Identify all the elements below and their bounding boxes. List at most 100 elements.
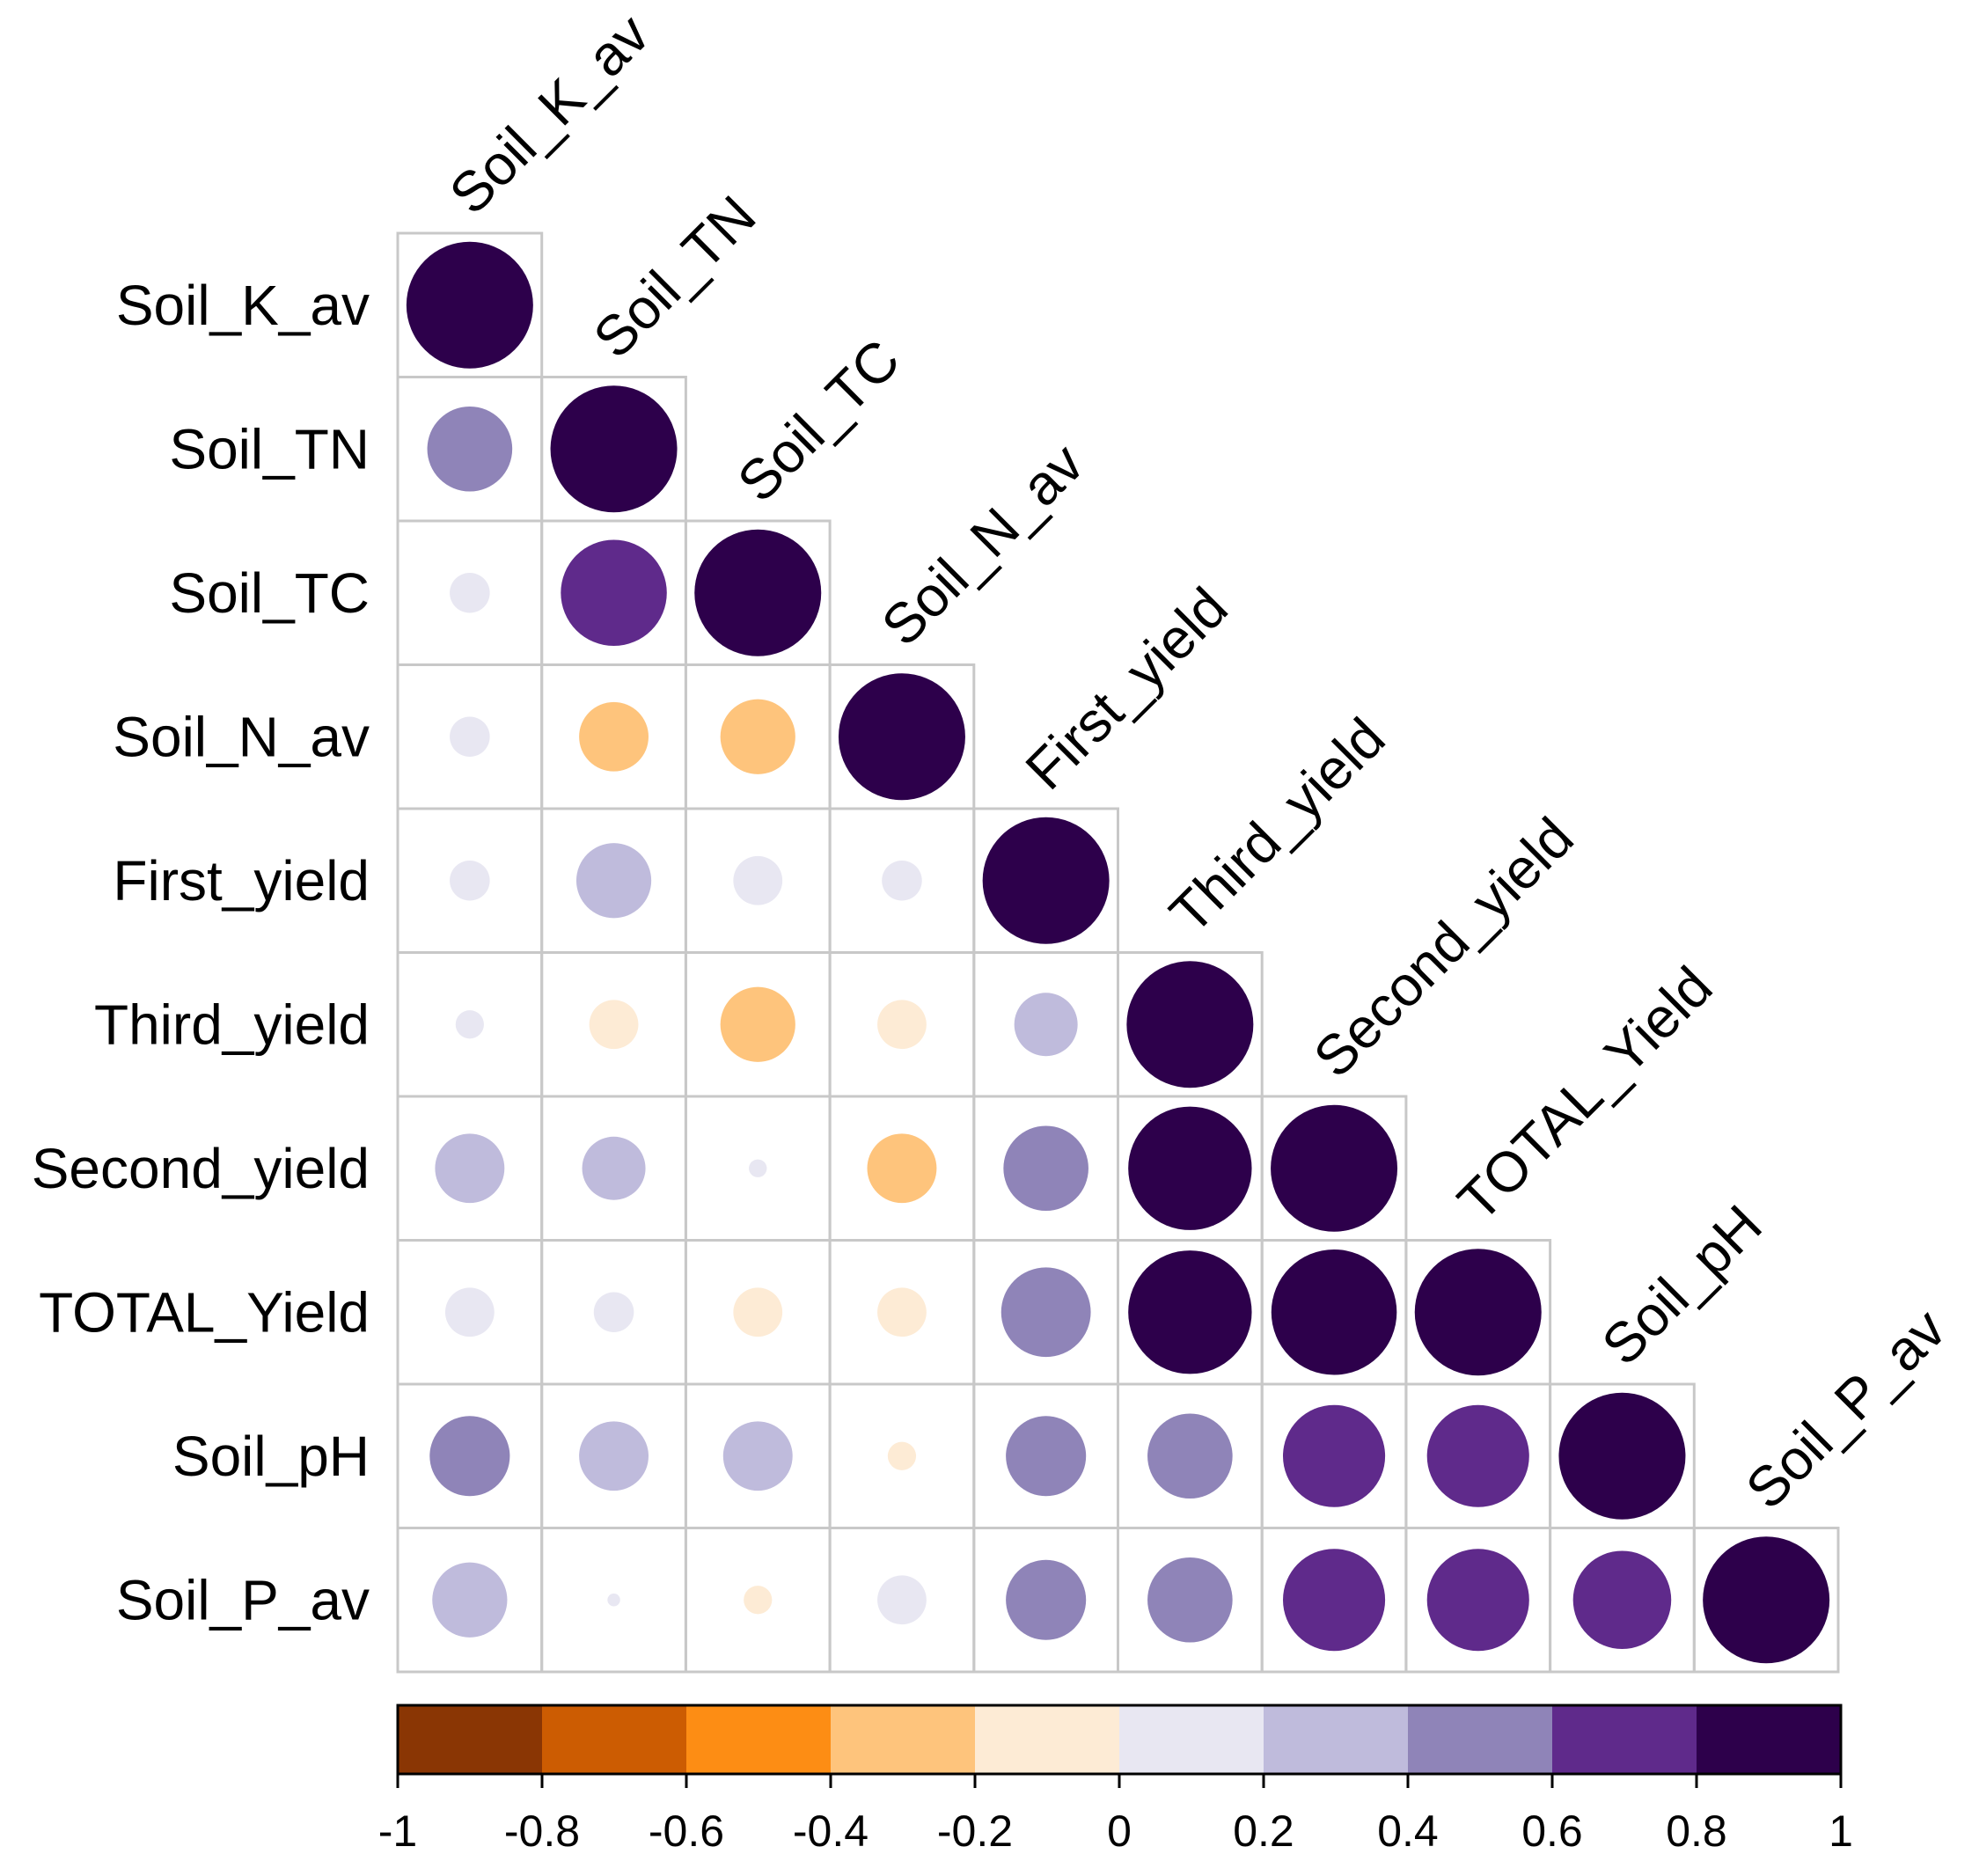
corr-circle-total-yield-soil-k-av [444,1287,495,1337]
corr-circle-second-yield-third-yield [1128,1106,1252,1230]
colorbar-tick-label: -1 [378,1806,417,1856]
colorbar-segment [831,1705,976,1774]
corr-circle-third-yield-soil-tn [589,1000,639,1050]
corr-circle-soil-tc-soil-k-av [450,572,490,613]
col-label-soil-n-av: Soil_N_av [869,431,1096,657]
colorbar-tick-label: 0 [1107,1806,1132,1856]
row-label-first-yield: First_yield [113,849,370,912]
corr-circle-second-yield-second-yield [1271,1104,1398,1232]
corr-circle-soil-p-av-total-yield [1426,1549,1529,1652]
colorbar-segment [1119,1705,1264,1774]
colorbar-tick-label: -0.4 [793,1806,869,1856]
corr-circle-soil-ph-soil-tn [579,1421,649,1491]
corr-circle-soil-p-av-second-yield [1283,1549,1386,1652]
corr-circle-soil-tn-soil-k-av [427,406,513,492]
corr-circle-soil-p-av-third-yield [1147,1557,1233,1643]
corr-circle-second-yield-soil-k-av [435,1133,505,1204]
corr-circle-soil-n-av-soil-k-av [450,716,490,758]
row-label-soil-tn: Soil_TN [169,417,370,480]
corr-circle-first-yield-soil-k-av [450,860,490,901]
corr-circle-soil-p-av-soil-tc [744,1586,773,1615]
col-label-soil-tc: Soil_TC [725,327,912,514]
col-label-first-yield: First_yield [1014,575,1240,802]
corr-circle-soil-ph-soil-ph [1558,1392,1686,1520]
corr-circle-soil-ph-soil-k-av [429,1416,510,1497]
colorbar-tick-label: 0.4 [1377,1806,1439,1856]
corr-circle-first-yield-first-yield [982,817,1110,944]
corr-circle-soil-ph-third-yield [1147,1413,1233,1499]
corr-circle-total-yield-soil-tc [733,1287,783,1337]
row-label-soil-n-av: Soil_N_av [113,705,370,768]
corr-circle-soil-p-av-soil-n-av [877,1575,927,1625]
row-labels: Soil_K_av Soil_TN Soil_TC Soil_N_av First_yi… [32,274,370,1632]
corr-circle-soil-ph-soil-n-av [887,1441,917,1470]
row-label-total-yield: TOTAL_Yield [39,1280,370,1344]
colorbar-segment [975,1705,1120,1774]
corr-circle-total-yield-third-yield [1128,1250,1252,1374]
colorbar-segment [686,1705,832,1774]
grid-cells [396,231,1840,1674]
colorbar-segment [1697,1705,1842,1774]
corr-circle-soil-ph-total-yield [1426,1404,1529,1507]
corr-circle-soil-n-av-soil-tc [720,699,795,774]
correlation-circles [406,241,1830,1664]
corr-circle-soil-p-av-soil-k-av [432,1562,508,1638]
colorbar-segment [1408,1705,1553,1774]
corr-circle-total-yield-first-yield [1000,1267,1091,1358]
corr-circle-total-yield-total-yield [1414,1249,1542,1376]
corr-circle-soil-tn-soil-tn [550,385,678,513]
row-label-soil-k-av: Soil_K_av [116,274,370,337]
colorbar-segment [542,1705,687,1774]
corr-circle-soil-p-av-soil-tn [607,1594,620,1607]
col-label-third-yield: Third_yield [1157,706,1396,945]
colorbar-tick-label: -0.2 [937,1806,1013,1856]
colorbar-segment [1264,1705,1409,1774]
corr-circle-first-yield-soil-n-av [882,860,922,901]
colorbar-tick-label: -0.6 [649,1806,724,1856]
corr-circle-soil-p-av-first-yield [1006,1559,1087,1640]
col-label-second-yield: Second_yield [1301,805,1586,1089]
row-label-soil-ph: Soil_pH [172,1425,370,1488]
cell-soil-p-av-soil-p-av [1692,1527,1840,1674]
corr-circle-second-yield-first-yield [1003,1125,1088,1212]
corr-circle-third-yield-soil-tc [720,986,795,1062]
corr-circle-first-yield-soil-tc [733,855,783,905]
corr-circle-second-yield-soil-tn [582,1136,646,1200]
row-label-second-yield: Second_yield [32,1137,370,1200]
col-label-soil-k-av: Soil_K_av [437,2,662,226]
col-label-soil-p-av: Soil_P_av [1733,1297,1958,1521]
corr-circle-third-yield-third-yield [1126,961,1254,1088]
corr-circle-second-yield-soil-tc [749,1159,767,1177]
colorbar-tick-label: 1 [1829,1806,1853,1856]
corr-circle-total-yield-soil-tn [593,1292,634,1333]
corr-circle-first-yield-soil-tn [575,843,652,919]
corr-circle-soil-p-av-soil-ph [1572,1550,1672,1650]
col-label-soil-ph: Soil_pH [1589,1193,1773,1377]
colorbar-tick-label: 0.2 [1233,1806,1294,1856]
corr-circle-total-yield-soil-n-av [877,1287,927,1337]
corr-circle-second-yield-soil-n-av [867,1133,937,1204]
corr-circle-soil-n-av-soil-tn [579,701,649,772]
colorbar-tick-label: -0.8 [504,1806,580,1856]
corr-circle-third-yield-first-yield [1014,993,1078,1057]
colorbar-segment [398,1705,543,1774]
corr-circle-soil-tc-soil-tc [694,529,822,656]
row-label-soil-p-av: Soil_P_av [116,1568,370,1631]
corr-circle-soil-ph-first-yield [1006,1416,1087,1497]
corr-circle-soil-tc-soil-tn [561,539,667,646]
colorbar-tick-label: 0.6 [1521,1806,1583,1856]
corr-circle-soil-ph-soil-tc [722,1421,793,1491]
col-label-total-yield: TOTAL_Yield [1446,955,1725,1234]
colorbar-segment [1552,1705,1697,1774]
corr-circle-soil-ph-second-yield [1283,1404,1386,1507]
colorbar: -1 -0.8 -0.6 -0.4 -0.2 0 0.2 0.4 0.6 0.8 1 [378,1704,1853,1856]
colorbar-tick-label: 0.8 [1666,1806,1727,1856]
col-label-soil-tn: Soil_TN [582,184,768,370]
row-label-soil-tc: Soil_TC [169,561,370,625]
corr-circle-third-yield-soil-k-av [455,1010,484,1039]
row-label-third-yield: Third_yield [94,993,370,1056]
corr-circle-third-yield-soil-n-av [877,1000,927,1050]
corr-circle-soil-n-av-soil-n-av [838,673,965,801]
corr-circle-soil-p-av-soil-p-av [1703,1536,1830,1664]
